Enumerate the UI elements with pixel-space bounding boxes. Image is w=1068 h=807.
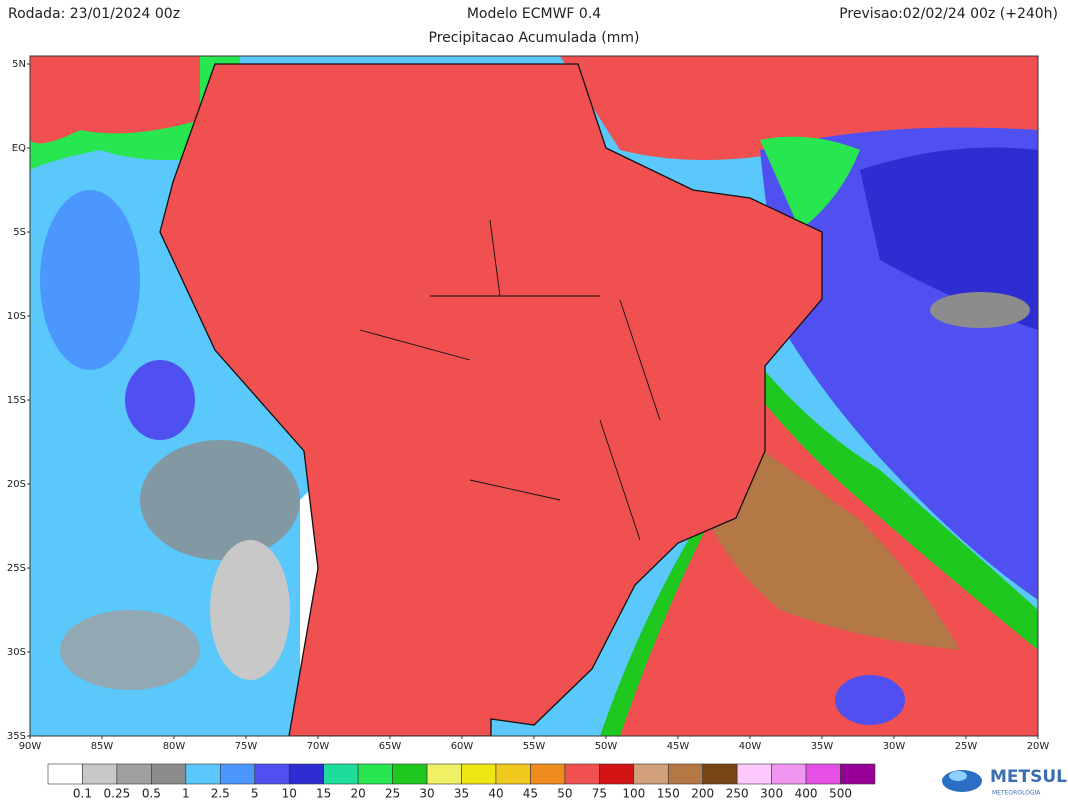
lon-label: 85W [91, 741, 114, 752]
lon-label: 60W [451, 741, 474, 752]
legend-swatch [116, 763, 152, 785]
legend-label: 300 [760, 787, 783, 801]
legend-label: 25 [385, 787, 400, 801]
legend-swatch [633, 763, 669, 785]
legend-label: 0.5 [142, 787, 161, 801]
product-subtitle: Precipitacao Acumulada (mm) [429, 30, 640, 46]
lon-label: 50W [595, 741, 618, 752]
legend-swatch [185, 763, 221, 785]
legend-label: 20 [350, 787, 365, 801]
legend-label: 5 [251, 787, 259, 801]
lon-label: 35W [811, 741, 834, 752]
legend-swatch [219, 763, 256, 785]
lat-label: 15S [7, 395, 26, 406]
legend-swatch [357, 763, 393, 785]
logo-name: METSUL [990, 767, 1067, 787]
legend-swatch [736, 763, 772, 785]
lon-label: 70W [307, 741, 330, 752]
legend-swatch [667, 763, 704, 785]
legend-swatch [702, 763, 738, 785]
legend-label: 200 [691, 787, 714, 801]
legend-swatch [840, 763, 876, 785]
lat-label: 25S [7, 563, 26, 574]
lat-label: 10S [7, 311, 26, 322]
lon-label: 40W [739, 741, 762, 752]
legend-label: 50 [557, 787, 572, 801]
legend-label: 35 [454, 787, 469, 801]
legend-swatch [288, 763, 324, 785]
legend-swatch [82, 763, 118, 785]
legend-swatch [47, 763, 83, 785]
legend-swatch [392, 763, 428, 785]
model-title: Modelo ECMWF 0.4 [467, 6, 601, 22]
lat-label: 5N [12, 59, 26, 70]
logo-tagline: METEOROLOGIA [992, 790, 1041, 797]
legend-label: 30 [419, 787, 434, 801]
legend-swatch [461, 763, 497, 785]
legend-label: 0.1 [73, 787, 92, 801]
legend-label: 15 [316, 787, 331, 801]
legend-label: 250 [726, 787, 749, 801]
legend-label: 0.25 [104, 787, 131, 801]
legend-swatch [495, 763, 531, 785]
legend-swatch [151, 763, 187, 785]
lon-label: 30W [883, 741, 906, 752]
run-label: Rodada: 23/01/2024 00z [8, 6, 180, 22]
lon-label: 65W [379, 741, 402, 752]
lat-label: 5S [13, 227, 26, 238]
lat-label: 20S [7, 479, 26, 490]
legend-label: 400 [795, 787, 818, 801]
lon-label: 80W [163, 741, 186, 752]
legend-swatch [564, 763, 600, 785]
legend-swatch [530, 763, 566, 785]
legend-label: 150 [657, 787, 680, 801]
legend-swatch [805, 763, 841, 785]
legend-swatch [323, 763, 359, 785]
legend-swatch [254, 763, 290, 785]
lon-label: 55W [523, 741, 546, 752]
logo: METSUL METEOROLOGIA [942, 767, 1067, 797]
legend-label: 1 [182, 787, 190, 801]
lat-label: 30S [7, 647, 26, 658]
legend-label: 100 [622, 787, 645, 801]
lat-label: EQ [12, 143, 26, 154]
legend-label: 45 [523, 787, 538, 801]
lat-label: 35S [7, 731, 26, 742]
forecast-label: Previsao:02/02/24 00z (+240h) [839, 6, 1058, 22]
lon-label: 75W [235, 741, 258, 752]
legend-swatch [599, 763, 635, 785]
legend-swatch [771, 763, 807, 785]
precip-map [30, 56, 1038, 736]
legend-label: 500 [829, 787, 852, 801]
legend-label: 2.5 [211, 787, 230, 801]
lon-label: 20W [1027, 741, 1050, 752]
legend-label: 75 [592, 787, 607, 801]
lon-label: 25W [955, 741, 978, 752]
legend-label: 40 [488, 787, 503, 801]
legend-swatch [426, 763, 462, 785]
lon-label: 45W [667, 741, 690, 752]
legend-label: 10 [282, 787, 297, 801]
lon-label: 90W [19, 741, 42, 752]
